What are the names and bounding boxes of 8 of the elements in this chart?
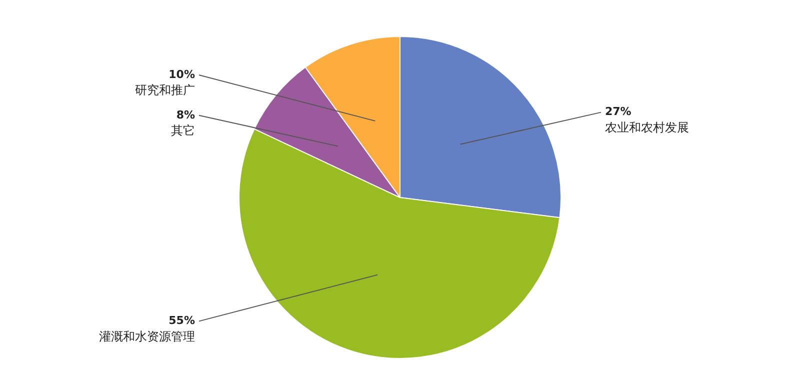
slice-label: 其它 — [171, 124, 195, 138]
slice-label: 农业和农村发展 — [605, 120, 689, 134]
slice-label: 灌溉和水资源管理 — [99, 329, 195, 344]
data-label: 27% — [605, 105, 632, 118]
data-label: 8% — [176, 108, 195, 122]
data-label: 10% — [168, 68, 195, 81]
slice-label: 研究和推广 — [135, 83, 195, 98]
data-label: 55% — [168, 314, 195, 328]
